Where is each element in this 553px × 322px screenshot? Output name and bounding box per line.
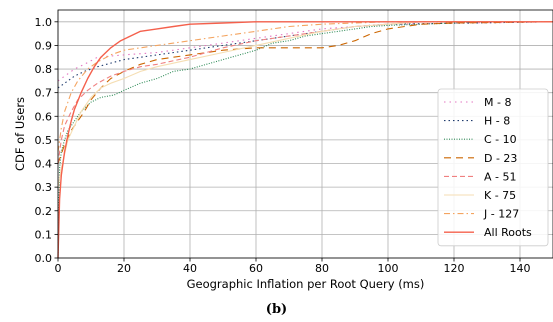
axis-ticks: 0 20 40 60 80 100 120 140 0.0 0.1 0.2 0.3 0.4 0.5 0.6 0… [35, 16, 531, 275]
x-tick-label: 100 [378, 262, 399, 275]
x-tick-label: 20 [117, 262, 131, 275]
legend-label: C - 10 [484, 133, 517, 146]
legend-label: All Roots [484, 226, 532, 239]
x-tick-label: 80 [315, 262, 329, 275]
y-tick-label: 0.6 [35, 110, 53, 123]
x-tick-label: 0 [55, 262, 62, 275]
legend-box [437, 88, 549, 247]
y-tick-label: 0.8 [35, 63, 53, 76]
series-line [57, 21, 553, 82]
x-tick-label: 60 [249, 262, 263, 275]
y-tick-label: 1.0 [35, 16, 53, 29]
y-tick-label: 0.0 [35, 252, 53, 265]
series-line [57, 21, 553, 164]
x-axis-label: Geographic Inflation per Root Query (ms) [187, 277, 425, 291]
y-tick-label: 0.7 [35, 87, 53, 100]
y-axis-label: CDF of Users [13, 97, 27, 171]
series-line [57, 21, 553, 188]
series-line [57, 21, 553, 259]
x-tick-label: 40 [183, 262, 197, 275]
legend-label: A - 51 [484, 170, 516, 183]
y-tick-label: 0.9 [35, 39, 53, 52]
legend-label: D - 23 [484, 152, 517, 165]
plot-frame [57, 9, 553, 259]
y-tick-label: 0.2 [35, 205, 53, 218]
series-line [57, 21, 553, 152]
legend-label: H - 8 [484, 115, 510, 128]
y-tick-label: 0.1 [35, 228, 53, 241]
y-tick-label: 0.4 [35, 158, 53, 171]
x-tick-label: 140 [510, 262, 531, 275]
legend-label: M - 8 [484, 96, 511, 109]
series-lines [57, 21, 553, 259]
legend-label: J - 127 [483, 208, 519, 221]
y-tick-label: 0.3 [35, 181, 53, 194]
legend-label: K - 75 [484, 189, 516, 202]
series-line [57, 21, 553, 89]
series-line [57, 21, 553, 259]
x-tick-label: 120 [444, 262, 465, 275]
y-tick-label: 0.5 [35, 134, 53, 147]
legend: M - 8 H - 8 C - 10 D - 23 A - 51 K - 75 J - 12… [437, 88, 549, 247]
figure-caption: (b) [265, 302, 288, 317]
